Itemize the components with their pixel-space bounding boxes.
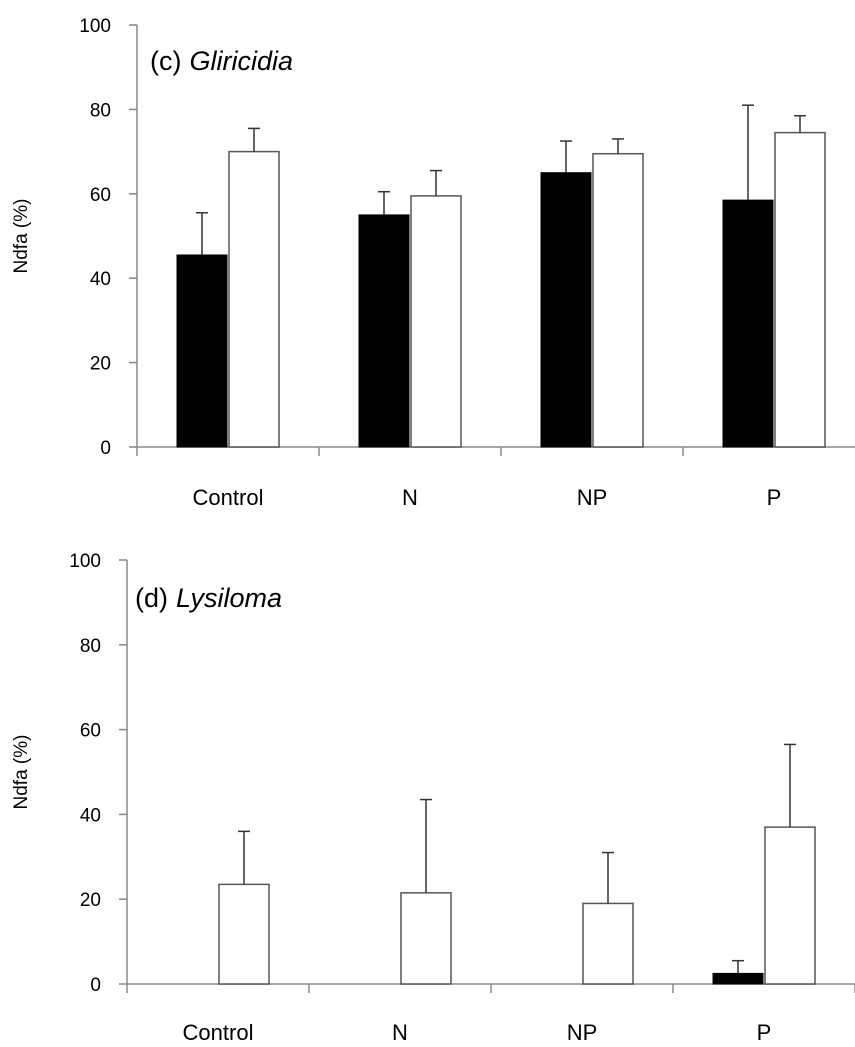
y-tick-label: 20 — [80, 890, 101, 911]
bar — [176, 254, 228, 448]
y-axis-label: Ndfa (%) — [11, 735, 32, 810]
panel-species: Gliricidia — [189, 46, 293, 76]
y-tick-label: 40 — [80, 805, 101, 826]
bar — [582, 902, 634, 985]
category-label: Control — [193, 485, 264, 510]
category-label: P — [757, 1020, 772, 1045]
panel-species: Lysiloma — [176, 583, 282, 613]
category-label: NP — [567, 1020, 598, 1045]
y-tick-label: 0 — [90, 975, 101, 996]
category-label: N — [402, 485, 418, 510]
panel-title: (d) Lysiloma — [135, 583, 282, 613]
bar — [358, 214, 410, 448]
chart-panel-c: 0 20 40 60 80 100 Control N NP P Ndfa (%) (c) Gliric… — [11, 16, 855, 510]
y-tick-label: 60 — [90, 185, 111, 206]
category-label: Control — [183, 1020, 254, 1045]
bar — [218, 883, 270, 985]
bar — [774, 131, 826, 448]
y-tick-label: 100 — [69, 551, 101, 572]
y-tick-label: 20 — [90, 354, 111, 375]
chart-panel-d: 0 20 40 60 80 100 Control N NP P Ndfa (%) (d) Lysilo… — [11, 551, 855, 1045]
bar — [540, 172, 592, 448]
bar — [712, 972, 764, 985]
y-tick-label: 0 — [100, 438, 111, 459]
bar — [400, 892, 452, 985]
panel-title: (c) Gliricidia — [150, 46, 293, 76]
bar — [592, 152, 644, 448]
bar — [228, 150, 280, 448]
y-tick-label: 60 — [80, 721, 101, 742]
bar — [764, 826, 816, 985]
panel-letter: (d) — [135, 583, 168, 613]
y-tick-label: 100 — [79, 16, 111, 37]
bar — [722, 199, 774, 448]
category-label: NP — [577, 485, 608, 510]
y-tick-label: 40 — [90, 269, 111, 290]
y-tick-label: 80 — [80, 636, 101, 657]
panel-letter: (c) — [150, 46, 181, 76]
y-tick-label: 80 — [90, 100, 111, 121]
category-label: N — [392, 1020, 408, 1045]
bar — [410, 195, 462, 448]
category-label: P — [767, 485, 782, 510]
y-axis-label: Ndfa (%) — [11, 199, 32, 274]
